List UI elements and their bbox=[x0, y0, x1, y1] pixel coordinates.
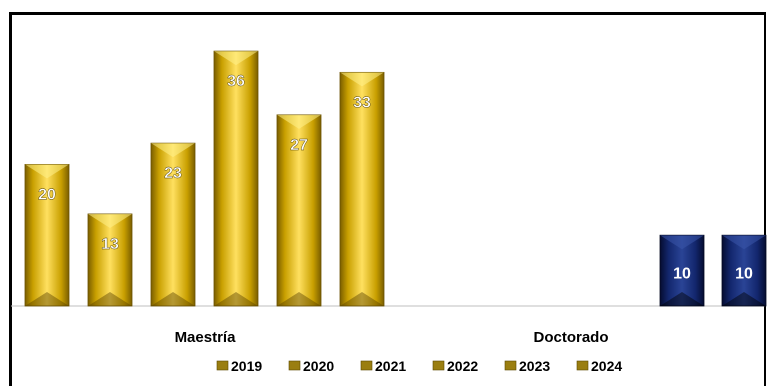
bar-maestria-2024-value-label: 33 bbox=[353, 94, 371, 111]
bar-maestria-2024-bevel-top bbox=[340, 72, 384, 87]
legend-label-2024: 2024 bbox=[591, 358, 622, 374]
legend-label-2023: 2023 bbox=[519, 358, 550, 374]
bar-maestria-2024-bevel-bottom bbox=[340, 292, 384, 306]
bar-maestria-2019-bevel-bottom bbox=[25, 292, 69, 306]
bar-doctorado-2023 bbox=[659, 234, 705, 307]
legend-label-2020: 2020 bbox=[303, 358, 334, 374]
bar-maestria-2022-value-label: 36 bbox=[227, 73, 245, 90]
category-label-0: Maestría bbox=[175, 329, 237, 346]
bar-maestria-2023-body bbox=[276, 114, 322, 307]
bar-maestria-2019 bbox=[24, 163, 70, 307]
legend-marker-2024 bbox=[576, 360, 589, 371]
legend-marker-2021 bbox=[360, 360, 373, 371]
bar-maestria-2022 bbox=[213, 50, 259, 307]
legend-label-2019: 2019 bbox=[231, 358, 262, 374]
bar-maestria-2020-bevel-top bbox=[88, 213, 132, 228]
bar-maestria-2023-value-label: 27 bbox=[290, 137, 308, 154]
legend-label-2022: 2022 bbox=[447, 358, 478, 374]
bar-maestria-2023-bevel-top bbox=[277, 114, 321, 129]
bar-maestria-2020-body bbox=[87, 213, 133, 307]
bar-doctorado-2023-value-label: 10 bbox=[673, 266, 691, 283]
bar-maestria-2021-bevel-bottom bbox=[151, 292, 195, 306]
legend-marker-2023 bbox=[504, 360, 517, 371]
bar-doctorado-2024-bevel-bottom bbox=[722, 292, 766, 306]
bar-doctorado-2024-value-label: 10 bbox=[735, 266, 753, 283]
bar-maestria-2024 bbox=[339, 71, 385, 307]
bar-maestria-2021-body bbox=[150, 142, 196, 307]
cropped-header-strip bbox=[0, 0, 767, 12]
bar-doctorado-2023-bevel-bottom bbox=[660, 292, 704, 306]
bar-maestria-2022-bevel-bottom bbox=[214, 292, 258, 306]
bar-maestria-2020 bbox=[87, 213, 133, 307]
bar-doctorado-2024-bevel-top bbox=[722, 235, 766, 250]
bar-maestria-2019-bevel-top bbox=[25, 164, 69, 179]
bar-maestria-2019-value-label: 20 bbox=[38, 186, 56, 203]
legend-label-2021: 2021 bbox=[375, 358, 406, 374]
bar-doctorado-2023-bevel-top bbox=[660, 235, 704, 250]
legend-marker-2020 bbox=[288, 360, 301, 371]
bar-maestria-2023-bevel-bottom bbox=[277, 292, 321, 306]
bar-maestria-2022-bevel-top bbox=[214, 51, 258, 66]
chart-frame bbox=[9, 12, 766, 386]
bar-maestria-2019-body bbox=[24, 163, 70, 307]
legend-marker-2022 bbox=[432, 360, 445, 371]
bar-maestria-2021-value-label: 23 bbox=[164, 165, 182, 182]
bar-maestria-2022-body bbox=[213, 50, 259, 307]
bar-maestria-2021 bbox=[150, 142, 196, 307]
bar-maestria-2023 bbox=[276, 114, 322, 307]
bar-doctorado-2024 bbox=[721, 234, 767, 307]
bar-maestria-2024-body bbox=[339, 71, 385, 307]
bar-maestria-2021-bevel-top bbox=[151, 143, 195, 158]
category-label-1: Doctorado bbox=[534, 329, 609, 346]
bar-maestria-2020-value-label: 13 bbox=[101, 236, 119, 253]
bar-maestria-2020-bevel-bottom bbox=[88, 292, 132, 306]
legend-marker-2019 bbox=[216, 360, 229, 371]
